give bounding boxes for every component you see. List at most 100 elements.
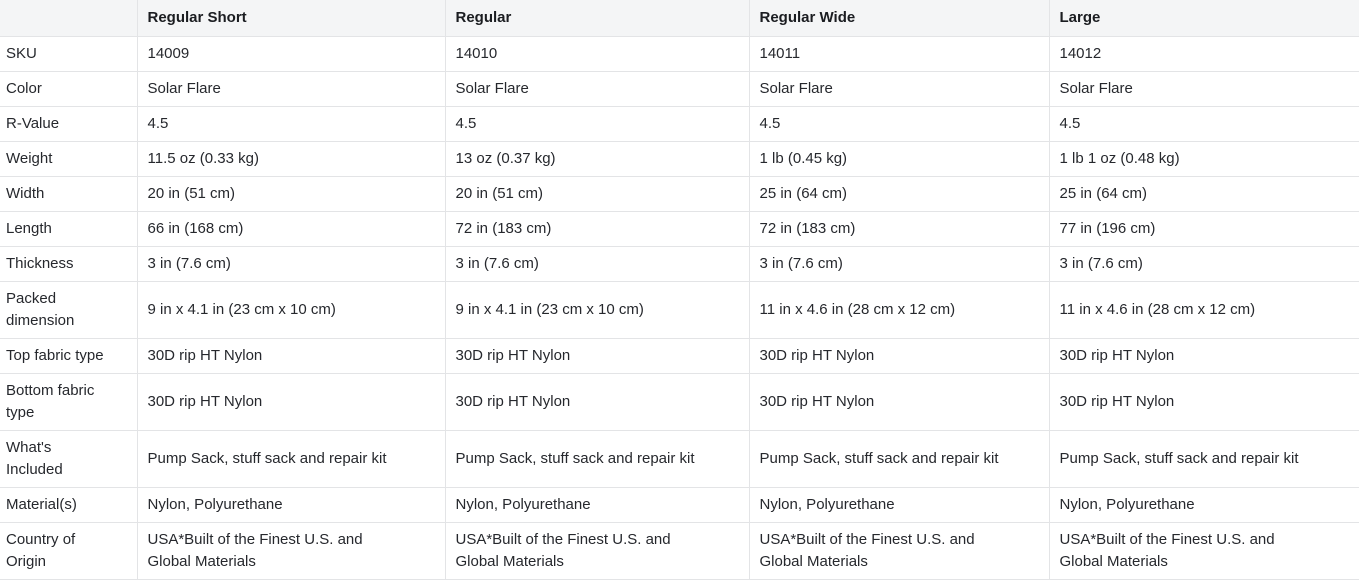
spec-cell: 11.5 oz (0.33 kg) [136, 141, 446, 177]
spec-cell-text: Nylon, Polyurethane [1059, 496, 1195, 513]
spec-table-body: SKU 14009 14010 14011 14012 Color Solar Flare S… [0, 36, 1359, 580]
table-row-weight: Weight 11.5 oz (0.33 kg) 13 oz (0.37 kg) 1 … [0, 141, 1359, 177]
spec-cell-text: 4.5 [455, 115, 477, 132]
table-row-packed-dimension: Packed dimension 9 in x 4.1 in (23 cm x 1… [0, 281, 1359, 339]
spec-cell-text: 30D rip HT Nylon [147, 393, 263, 410]
spec-cell: USA*Built of the Finest U.S. and Global … [136, 522, 446, 580]
row-label-sku: SKU [0, 36, 138, 72]
spec-cell: 11 in x 4.6 in (28 cm x 12 cm) [1048, 281, 1359, 339]
spec-cell: 1 lb 1 oz (0.48 kg) [1048, 141, 1359, 177]
spec-cell-text: Pump Sack, stuff sack and repair kit [455, 450, 695, 467]
spec-cell: 20 in (51 cm) [136, 176, 446, 212]
spec-cell-text: Pump Sack, stuff sack and repair kit [147, 450, 387, 467]
spec-cell: 30D rip HT Nylon [748, 373, 1050, 431]
row-label-what-s-included: What's Included [0, 430, 138, 488]
spec-cell: 13 oz (0.37 kg) [444, 141, 750, 177]
spec-cell-text: 1 lb (0.45 kg) [759, 150, 848, 167]
spec-cell-text: 72 in (183 cm) [759, 220, 856, 237]
spec-cell: Solar Flare [748, 71, 1050, 107]
spec-cell-text: 1 lb 1 oz (0.48 kg) [1059, 150, 1180, 167]
spec-cell-text: 9 in x 4.1 in (23 cm x 10 cm) [455, 301, 644, 318]
row-label-country-of-origin: Country of Origin [0, 522, 138, 580]
spec-cell-text: 3 in (7.6 cm) [147, 255, 231, 272]
column-header-regular-wide: Regular Wide [748, 0, 1050, 37]
spec-cell-text: 14011 [759, 45, 801, 62]
spec-cell-text: 30D rip HT Nylon [147, 347, 263, 364]
spec-cell-text: 30D rip HT Nylon [759, 393, 875, 410]
spec-cell-text: 9 in x 4.1 in (23 cm x 10 cm) [147, 301, 336, 318]
spec-cell-text: USA*Built of the Finest U.S. and Global … [455, 531, 671, 570]
row-label-bottom-fabric-type: Bottom fabric type [0, 373, 138, 431]
spec-cell-text: 11 in x 4.6 in (28 cm x 12 cm) [1059, 301, 1256, 318]
spec-cell: Pump Sack, stuff sack and repair kit [444, 430, 750, 488]
spec-cell: 77 in (196 cm) [1048, 211, 1359, 247]
spec-cell-text: 66 in (168 cm) [147, 220, 244, 237]
spec-cell-text: 14009 [147, 45, 190, 62]
spec-cell: 14009 [136, 36, 446, 72]
spec-cell-text: USA*Built of the Finest U.S. and Global … [759, 531, 975, 570]
spec-cell-text: 4.5 [1059, 115, 1081, 132]
spec-cell: Nylon, Polyurethane [748, 487, 1050, 523]
spec-cell: 30D rip HT Nylon [444, 338, 750, 374]
row-label-width: Width [0, 176, 138, 212]
spec-cell-text: 72 in (183 cm) [455, 220, 552, 237]
table-row-width: Width 20 in (51 cm) 20 in (51 cm) 25 in (64… [0, 176, 1359, 212]
spec-cell: 11 in x 4.6 in (28 cm x 12 cm) [748, 281, 1050, 339]
spec-cell: 3 in (7.6 cm) [1048, 246, 1359, 282]
spec-cell: 25 in (64 cm) [748, 176, 1050, 212]
spec-cell: Nylon, Polyurethane [1048, 487, 1359, 523]
table-row-thickness: Thickness 3 in (7.6 cm) 3 in (7.6 cm) 3 in … [0, 246, 1359, 282]
spec-cell: USA*Built of the Finest U.S. and Global … [444, 522, 750, 580]
spec-cell-text: Solar Flare [1059, 80, 1133, 97]
spec-cell: 30D rip HT Nylon [136, 338, 446, 374]
corner-header-cell [0, 0, 138, 37]
spec-cell: Pump Sack, stuff sack and repair kit [748, 430, 1050, 488]
spec-cell: 1 lb (0.45 kg) [748, 141, 1050, 177]
spec-cell-text: 13 oz (0.37 kg) [455, 150, 556, 167]
spec-cell: Pump Sack, stuff sack and repair kit [136, 430, 446, 488]
spec-cell: 4.5 [748, 106, 1050, 142]
spec-cell: 9 in x 4.1 in (23 cm x 10 cm) [444, 281, 750, 339]
table-row-color: Color Solar Flare Solar Flare Solar Flare So… [0, 71, 1359, 107]
spec-cell: 72 in (183 cm) [748, 211, 1050, 247]
spec-cell-text: 11 in x 4.6 in (28 cm x 12 cm) [759, 301, 956, 318]
row-label-length: Length [0, 211, 138, 247]
table-row-r-value: R-Value 4.5 4.5 4.5 4.5 [0, 106, 1359, 142]
spec-cell: 3 in (7.6 cm) [748, 246, 1050, 282]
table-row-material-s: Material(s) Nylon, Polyurethane Nylon, Pol… [0, 487, 1359, 523]
spec-cell: 30D rip HT Nylon [136, 373, 446, 431]
spec-cell-text: Solar Flare [147, 80, 221, 97]
spec-cell: 4.5 [1048, 106, 1359, 142]
spec-cell-text: 14010 [455, 45, 498, 62]
spec-cell: 14010 [444, 36, 750, 72]
row-label-color: Color [0, 71, 138, 107]
spec-cell-text: Solar Flare [455, 80, 529, 97]
spec-cell: 25 in (64 cm) [1048, 176, 1359, 212]
spec-cell-text: 30D rip HT Nylon [1059, 393, 1175, 410]
table-row-what-s-included: What's Included Pump Sack, stuff sack and… [0, 430, 1359, 488]
column-header-regular: Regular [444, 0, 750, 37]
row-label-packed-dimension: Packed dimension [0, 281, 138, 339]
spec-cell: 72 in (183 cm) [444, 211, 750, 247]
table-row-country-of-origin: Country of Origin USA*Built of the Finest… [0, 522, 1359, 580]
table-row-bottom-fabric-type: Bottom fabric type 30D rip HT Nylon 30D ri… [0, 373, 1359, 431]
column-header-large: Large [1048, 0, 1359, 37]
row-label-material-s: Material(s) [0, 487, 138, 523]
spec-cell-text: 3 in (7.6 cm) [455, 255, 539, 272]
spec-cell: 9 in x 4.1 in (23 cm x 10 cm) [136, 281, 446, 339]
spec-cell-text: 30D rip HT Nylon [455, 393, 571, 410]
spec-cell-text: 25 in (64 cm) [1059, 185, 1148, 202]
spec-cell-text: Nylon, Polyurethane [759, 496, 895, 513]
spec-cell-text: Solar Flare [759, 80, 833, 97]
spec-cell: USA*Built of the Finest U.S. and Global … [1048, 522, 1359, 580]
table-row-top-fabric-type: Top fabric type 30D rip HT Nylon 30D rip H… [0, 338, 1359, 374]
spec-cell: 4.5 [444, 106, 750, 142]
column-header-regular-short: Regular Short [136, 0, 446, 37]
spec-cell-text: Pump Sack, stuff sack and repair kit [1059, 450, 1299, 467]
table-row-length: Length 66 in (168 cm) 72 in (183 cm) 72 in … [0, 211, 1359, 247]
spec-cell-text: 11.5 oz (0.33 kg) [147, 150, 259, 167]
spec-cell-text: 20 in (51 cm) [455, 185, 544, 202]
row-label-thickness: Thickness [0, 246, 138, 282]
table-row-sku: SKU 14009 14010 14011 14012 [0, 36, 1359, 72]
